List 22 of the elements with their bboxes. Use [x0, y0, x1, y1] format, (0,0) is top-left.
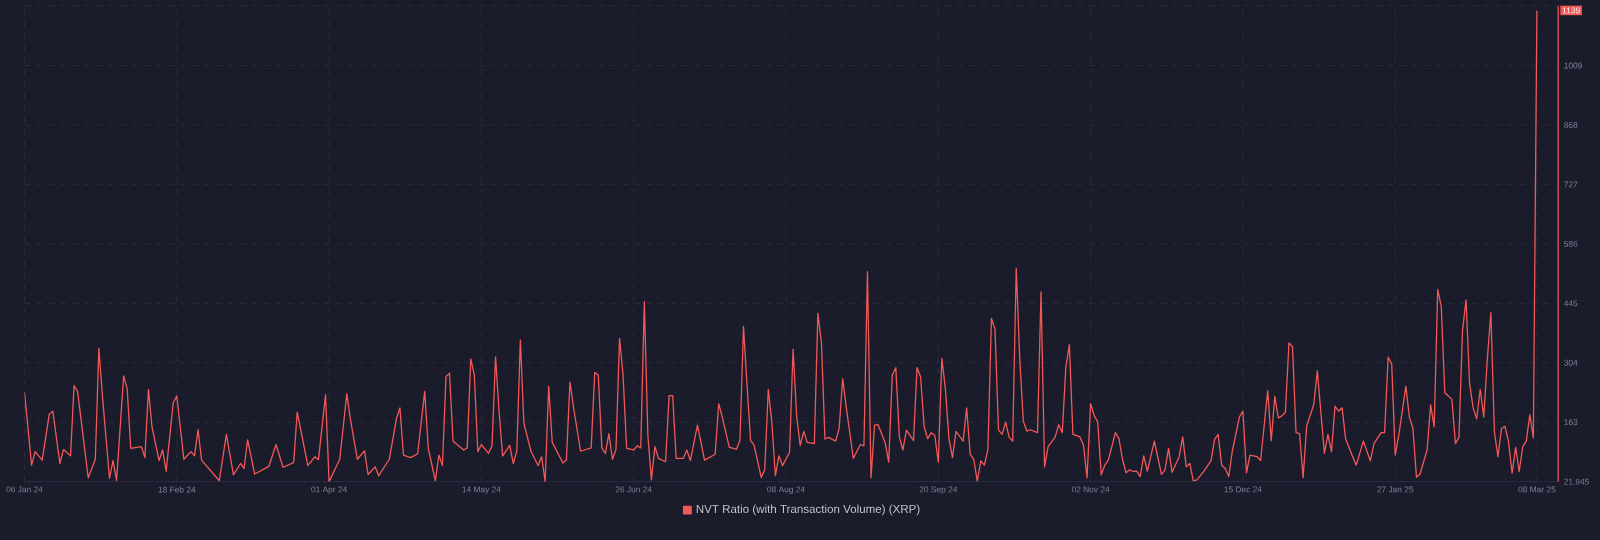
y-tick-label: 163: [1564, 419, 1578, 426]
x-tick-label: 18 Feb 24: [158, 486, 196, 493]
line-series: [24, 10, 1538, 482]
x-tick-label: 08 Aug 24: [767, 486, 805, 494]
legend-label: NVT Ratio (with Transaction Volume) (XRP): [696, 504, 920, 516]
y-tick-label: 868: [1564, 121, 1578, 128]
x-tick-label: 14 May 24: [462, 486, 501, 494]
y-tick-label: 21.945: [1564, 478, 1589, 485]
y-tick-label: 727: [1564, 181, 1578, 188]
x-tick-label: 20 Sep 24: [919, 486, 958, 494]
y-tick-label: 445: [1563, 300, 1578, 307]
text: 1139: [1562, 7, 1580, 14]
x-tick-label: 26 Jun 24: [615, 486, 652, 493]
x-tick-label: 02 Nov 24: [1071, 486, 1110, 493]
x-tick-label: 08 Mar 25: [1518, 486, 1556, 493]
x-tick-label: 15 Dec 24: [1224, 486, 1262, 493]
x-tick-label: 01 Apr 24: [311, 486, 347, 494]
x-tick-label: 27 Jan 25: [1377, 486, 1414, 493]
x-tick-label: 06 Jan 24: [6, 486, 43, 493]
y-tick-label: 586: [1564, 240, 1578, 247]
y-tick-label: 304: [1564, 359, 1578, 366]
y-tick-label: 1009: [1564, 62, 1582, 69]
